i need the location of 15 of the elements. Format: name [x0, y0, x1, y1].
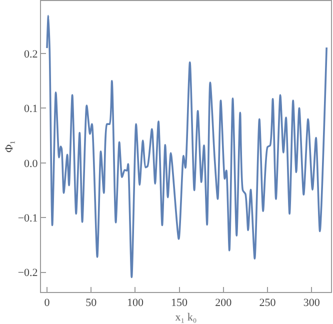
x-tick-label: 200 — [215, 297, 232, 310]
y-axis-title: Φ₁ — [3, 140, 16, 152]
x-tick-label: 150 — [171, 297, 188, 310]
x-tick-label: 250 — [259, 297, 276, 310]
line-series — [46, 14, 328, 278]
y-tick-label: −0.1 — [18, 212, 38, 224]
x-tick-label: 100 — [126, 297, 144, 310]
y-tick-label: 0.2 — [24, 48, 38, 60]
x-tick-label: 50 — [86, 297, 98, 310]
x-axis-title: x₁ k₀ — [175, 311, 197, 324]
x-tick-label: 300 — [303, 297, 320, 310]
y-tick-label: 0.0 — [24, 158, 38, 170]
y-tick-label: 0.1 — [24, 103, 38, 116]
y-tick-label: −0.2 — [18, 267, 38, 280]
x-tick-label: 0 — [44, 297, 50, 310]
